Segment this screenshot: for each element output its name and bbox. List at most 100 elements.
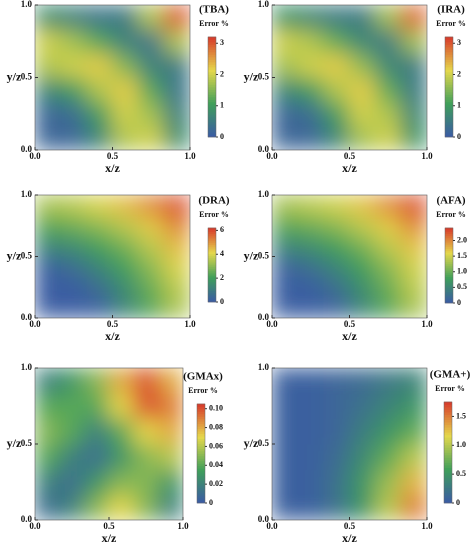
heatmap-cell <box>157 443 183 470</box>
heatmap-cell <box>157 468 183 496</box>
x-axis-label: x/z <box>105 329 120 343</box>
heatmap-cell <box>163 215 190 237</box>
heatmap-cell <box>297 276 325 298</box>
heatmap-cell <box>349 468 376 496</box>
heatmap-cell <box>297 443 325 470</box>
panel: 0.0 0.5 1.0 0.0 0.5 1.0 x/z y/z (IRA) Error % 0 1 2 3 <box>244 0 466 175</box>
colorbar <box>196 403 206 504</box>
heatmap-cell <box>60 276 88 298</box>
heatmap-cell <box>349 494 376 520</box>
heatmap-cell <box>35 276 62 298</box>
heatmap <box>35 368 183 520</box>
colorbar-tick-label: 0 <box>220 132 224 141</box>
colorbar <box>444 36 454 138</box>
heatmap-cell <box>86 215 113 237</box>
x-tick-label: 0.5 <box>344 319 356 329</box>
heatmap-cell <box>323 392 350 420</box>
heatmap-cell <box>374 468 402 496</box>
heatmap-cell <box>59 392 85 420</box>
heatmap-cell <box>297 494 325 520</box>
x-tick-label: 1.0 <box>421 521 433 531</box>
heatmap-cell <box>374 215 402 237</box>
colorbar-tick-label: 0 <box>209 498 213 507</box>
colorbar-label: Error % <box>436 19 466 28</box>
heatmap-cell <box>323 494 350 520</box>
heatmap-cell <box>137 215 165 237</box>
heatmap-cell <box>137 28 165 54</box>
heatmap-cell <box>108 494 135 520</box>
panel: 0.0 0.5 1.0 0.0 0.5 1.0 x/z y/z (TBA) Error % 0 1 2 3 <box>7 0 230 175</box>
x-tick-label: 1.0 <box>421 151 433 161</box>
y-tick-label: 0.0 <box>21 312 33 322</box>
colorbar-tick-label: 2 <box>220 273 224 282</box>
heatmap-cell <box>323 195 350 216</box>
heatmap-cell <box>297 215 325 237</box>
heatmap-cell <box>137 52 165 78</box>
y-tick-label: 0.5 <box>21 438 33 448</box>
heatmap-cell <box>112 195 139 216</box>
x-axis-label: x/z <box>342 161 357 175</box>
heatmap-cell <box>349 256 376 278</box>
panel: 0.0 0.5 1.0 0.0 0.5 1.0 x/z y/z (GMA+) Error % 0 0.… <box>244 362 471 544</box>
heatmap-cell <box>323 235 350 257</box>
heatmap-cell <box>60 215 88 237</box>
heatmap-cell <box>163 276 190 298</box>
heatmap-cell <box>163 297 190 318</box>
heatmap-cell <box>323 101 350 127</box>
y-tick-label: 1.0 <box>21 189 33 199</box>
heatmap-cell <box>374 392 402 420</box>
heatmap-cell <box>86 52 113 78</box>
heatmap-cell <box>163 5 190 30</box>
heatmap-cell <box>83 368 110 394</box>
x-tick-label: 0.5 <box>344 521 356 531</box>
heatmap-cell <box>297 418 325 445</box>
heatmap-cell <box>35 443 61 470</box>
heatmap-cell <box>108 392 135 420</box>
heatmap-cell <box>163 101 190 127</box>
heatmap-cell <box>323 368 350 394</box>
heatmap-cell <box>108 468 135 496</box>
heatmap-cell <box>86 5 113 30</box>
y-tick-label: 0.5 <box>258 72 270 82</box>
colorbar-tick-label: 1.0 <box>457 267 467 276</box>
heatmap-cell <box>349 392 376 420</box>
y-tick-label: 0.5 <box>258 438 270 448</box>
heatmap-cell <box>35 418 61 445</box>
colorbar-tick-label: 2.0 <box>457 235 467 244</box>
heatmap-cell <box>272 235 299 257</box>
colorbar-tick-label: 0 <box>457 132 461 141</box>
colorbar-tick-label: 3 <box>220 38 224 47</box>
heatmap-cell <box>374 77 402 103</box>
heatmap-cell <box>108 443 135 470</box>
heatmap-cell <box>272 28 299 54</box>
colorbar-tick-label: 0.02 <box>209 479 223 488</box>
colorbar <box>207 36 217 138</box>
y-axis-label: y/z <box>244 436 259 450</box>
x-tick-label: 0.0 <box>266 319 278 329</box>
heatmap-cell <box>163 235 190 257</box>
heatmap-cell <box>35 5 62 30</box>
heatmap-cell <box>323 215 350 237</box>
x-axis-label: x/z <box>342 531 357 544</box>
heatmap-cell <box>400 443 427 470</box>
heatmap-cell <box>60 28 88 54</box>
heatmap-cell <box>374 5 402 30</box>
heatmap-cell <box>157 368 183 394</box>
plot-area <box>272 368 427 520</box>
heatmap-cell <box>297 468 325 496</box>
heatmap-cell <box>400 52 427 78</box>
heatmap-cell <box>112 276 139 298</box>
heatmap-cell <box>83 443 110 470</box>
y-axis-label: y/z <box>7 436 22 450</box>
heatmap-cell <box>35 256 62 278</box>
heatmap <box>272 195 427 318</box>
colorbar-tick-label: 1.0 <box>456 440 466 449</box>
heatmap-cell <box>133 494 159 520</box>
heatmap-cell <box>112 101 139 127</box>
heatmap-cell <box>133 443 159 470</box>
heatmap-cell <box>323 77 350 103</box>
heatmap-cell <box>35 52 62 78</box>
heatmap-cell <box>60 52 88 78</box>
colorbar-tick-label: 0.08 <box>209 422 223 431</box>
heatmap-cell <box>137 256 165 278</box>
